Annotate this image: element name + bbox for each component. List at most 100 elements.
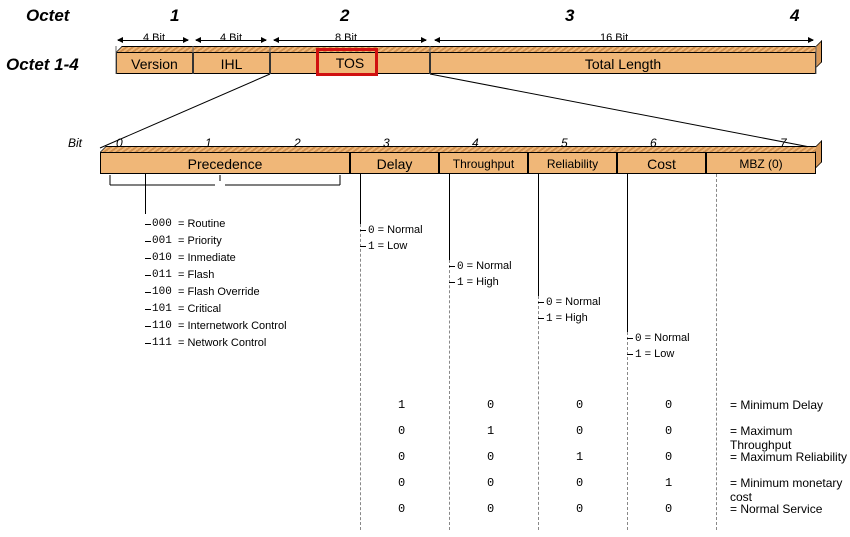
legend-tick bbox=[538, 302, 544, 303]
dash-cost bbox=[627, 332, 628, 530]
precedence-code: 111 bbox=[152, 337, 172, 349]
combo-cell: 0 bbox=[398, 476, 405, 490]
bracket-label-2: 4 Bit bbox=[220, 32, 242, 44]
combo-label: = Normal Service bbox=[730, 502, 822, 516]
bitfield-reliability: Reliability bbox=[528, 152, 617, 174]
combo-cell: 0 bbox=[487, 398, 494, 412]
precedence-tick bbox=[145, 241, 151, 242]
bit-row-label: Bit bbox=[68, 136, 82, 150]
field-total-length: Total Length bbox=[430, 52, 816, 74]
legend-item: 1 = Low bbox=[368, 240, 407, 253]
drop-throughput bbox=[449, 174, 450, 260]
legend-item: 1 = Low bbox=[635, 348, 674, 361]
row-label-octet14: Octet 1-4 bbox=[6, 55, 79, 75]
precedence-name: = Flash bbox=[178, 269, 214, 281]
expansion-lines bbox=[0, 0, 850, 160]
legend-tick bbox=[449, 266, 455, 267]
bracket-label-4: 16 Bit bbox=[600, 32, 628, 44]
combo-label: = Maximum Throughput bbox=[730, 424, 850, 452]
dash-reliability bbox=[538, 296, 539, 530]
legend-tick bbox=[538, 318, 544, 319]
combo-cell: 0 bbox=[576, 502, 583, 516]
combo-label: = Minimum monetary cost bbox=[730, 476, 850, 504]
combo-cell: 0 bbox=[576, 476, 583, 490]
bit-3d-side bbox=[816, 140, 822, 168]
combo-cell: 0 bbox=[398, 450, 405, 464]
precedence-bracket bbox=[100, 175, 350, 195]
combo-label: = Maximum Reliability bbox=[730, 450, 847, 464]
octet-title: Octet bbox=[26, 6, 69, 26]
bracket-label-3: 8 Bit bbox=[335, 32, 357, 44]
tos-highlight-box bbox=[316, 48, 378, 76]
legend-item: 0 = Normal bbox=[368, 224, 423, 237]
drop-delay bbox=[360, 174, 361, 224]
legend-item: 1 = High bbox=[546, 312, 588, 325]
dash-delay bbox=[360, 224, 361, 530]
combo-cell: 0 bbox=[487, 450, 494, 464]
combo-cell: 1 bbox=[576, 450, 583, 464]
field-version: Version bbox=[116, 52, 193, 74]
precedence-code: 011 bbox=[152, 269, 172, 281]
combo-cell: 0 bbox=[665, 502, 672, 516]
legend-item: 1 = High bbox=[457, 276, 499, 289]
precedence-tick bbox=[145, 292, 151, 293]
dash-throughput bbox=[449, 260, 450, 530]
precedence-code: 010 bbox=[152, 252, 172, 264]
field-ihl: IHL bbox=[193, 52, 270, 74]
precedence-name: = Inmediate bbox=[178, 252, 236, 264]
drop-precedence bbox=[145, 174, 146, 214]
drop-reliability bbox=[538, 174, 539, 296]
top-3d-side bbox=[816, 40, 822, 68]
bitfield-precedence: Precedence bbox=[100, 152, 350, 174]
precedence-name: = Internetwork Control bbox=[178, 320, 287, 332]
precedence-name: = Priority bbox=[178, 235, 222, 247]
legend-tick bbox=[449, 282, 455, 283]
precedence-name: = Critical bbox=[178, 303, 221, 315]
legend-item: 0 = Normal bbox=[635, 332, 690, 345]
combo-cell: 0 bbox=[665, 450, 672, 464]
precedence-tick bbox=[145, 309, 151, 310]
precedence-code: 100 bbox=[152, 286, 172, 298]
combo-cell: 0 bbox=[576, 398, 583, 412]
precedence-code: 000 bbox=[152, 218, 172, 230]
precedence-tick bbox=[145, 275, 151, 276]
legend-tick bbox=[627, 338, 633, 339]
legend-tick bbox=[627, 354, 633, 355]
combo-cell: 1 bbox=[487, 424, 494, 438]
dash-mbz bbox=[716, 174, 717, 530]
bitfield-cost: Cost bbox=[617, 152, 706, 174]
combo-cell: 0 bbox=[398, 502, 405, 516]
precedence-code: 001 bbox=[152, 235, 172, 247]
precedence-tick bbox=[145, 224, 151, 225]
legend-item: 0 = Normal bbox=[546, 296, 601, 309]
precedence-code: 110 bbox=[152, 320, 172, 332]
precedence-tick bbox=[145, 258, 151, 259]
bitfield-delay: Delay bbox=[350, 152, 439, 174]
octet-num-1: 1 bbox=[170, 6, 179, 26]
combo-cell: 0 bbox=[576, 424, 583, 438]
bracket-label-1: 4 Bit bbox=[143, 32, 165, 44]
combo-cell: 0 bbox=[487, 476, 494, 490]
drop-cost bbox=[627, 174, 628, 332]
combo-cell: 1 bbox=[665, 476, 672, 490]
precedence-name: = Flash Override bbox=[178, 286, 260, 298]
combo-cell: 1 bbox=[398, 398, 405, 412]
precedence-code: 101 bbox=[152, 303, 172, 315]
bitfield-mbz: MBZ (0) bbox=[706, 152, 816, 174]
combo-cell: 0 bbox=[665, 398, 672, 412]
octet-num-2: 2 bbox=[340, 6, 349, 26]
precedence-tick bbox=[145, 326, 151, 327]
precedence-name: = Routine bbox=[178, 218, 225, 230]
legend-tick bbox=[360, 246, 366, 247]
combo-cell: 0 bbox=[398, 424, 405, 438]
combo-cell: 0 bbox=[665, 424, 672, 438]
legend-tick bbox=[360, 230, 366, 231]
octet-num-3: 3 bbox=[565, 6, 574, 26]
combo-label: = Minimum Delay bbox=[730, 398, 823, 412]
legend-item: 0 = Normal bbox=[457, 260, 512, 273]
bitfield-throughput: Throughput bbox=[439, 152, 528, 174]
octet-num-4: 4 bbox=[790, 6, 799, 26]
precedence-tick bbox=[145, 343, 151, 344]
combo-cell: 0 bbox=[487, 502, 494, 516]
precedence-name: = Network Control bbox=[178, 337, 266, 349]
